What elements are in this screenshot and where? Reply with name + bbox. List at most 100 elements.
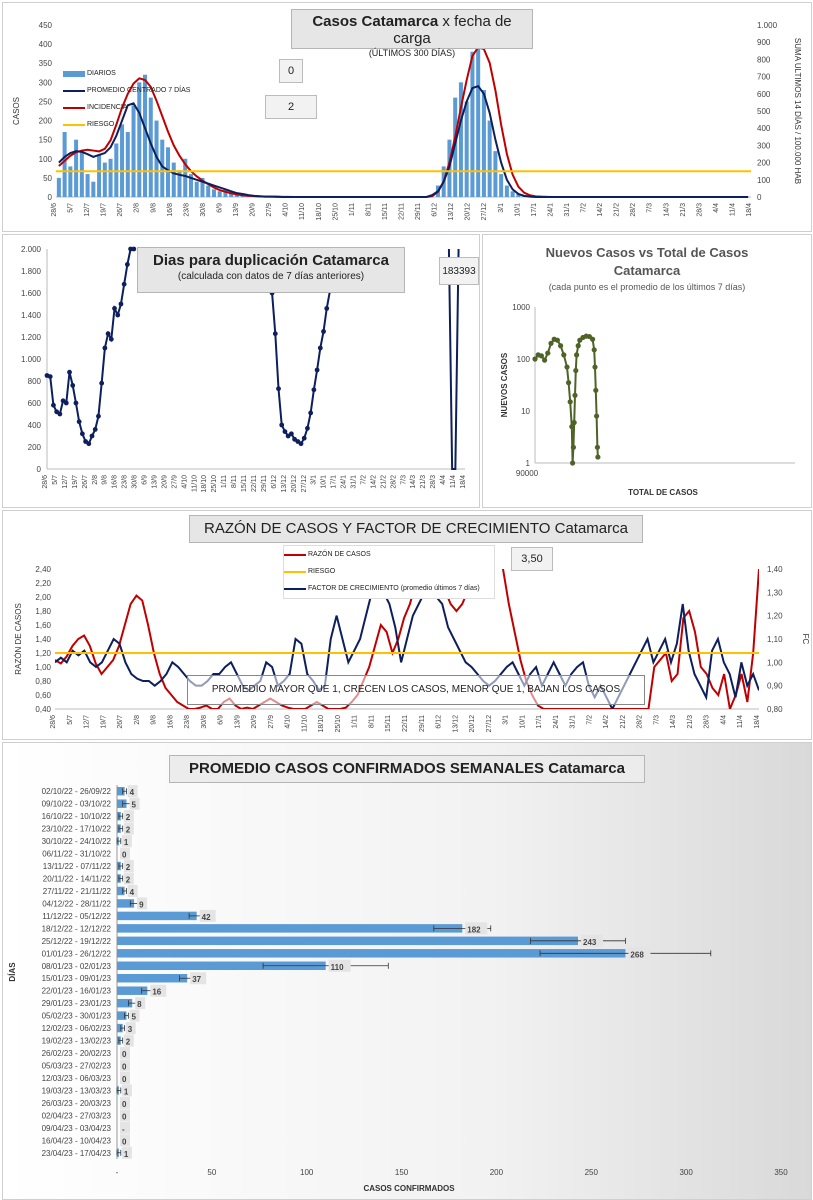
category-label: 16/10/22 - 10/10/22 <box>42 812 112 821</box>
x-tick-label: 7/2 <box>586 715 593 725</box>
doubling-point <box>282 429 288 434</box>
y-tick-label: 1.600 <box>21 289 42 298</box>
x-tick-label: 6/12 <box>436 715 443 729</box>
x-tick-label: 18/4 <box>460 475 467 489</box>
doubling-point <box>70 383 76 388</box>
weekly-bar <box>117 1023 123 1033</box>
doubling-point <box>305 425 310 431</box>
ratio-growth-legend: RAZÓN DE CASOS RIESGO FACTOR DE CRECIMIE… <box>283 545 495 599</box>
y2-axis-title: SUMA ULTIMOS 14 DÍAS / 100.000 HAB <box>793 38 802 184</box>
x-tick-label: 20/9 <box>251 715 258 729</box>
doubling-point <box>301 435 307 441</box>
legend-swatch-promedio <box>63 89 85 92</box>
x-tick-label: 3/1 <box>498 203 505 213</box>
x-tick-label: 13/12 <box>281 475 288 493</box>
scatter-point <box>575 343 581 349</box>
y-tick-label: 2.000 <box>21 245 42 254</box>
x-tick-label: 24/1 <box>553 715 560 729</box>
y-axis-title: NUEVOS CASOS <box>500 352 509 417</box>
x-tick-label: 9/8 <box>150 203 157 213</box>
x-tick-label: 31/1 <box>570 715 577 729</box>
y2-tick-label: 500 <box>757 107 771 116</box>
x-tick-label: 10/1 <box>519 715 526 729</box>
scatter-point <box>570 460 576 466</box>
legend-swatch-razon <box>284 553 306 556</box>
data-label: 37 <box>192 975 201 984</box>
x-tick-label: 17/1 <box>536 715 543 729</box>
scatter-point <box>594 444 600 450</box>
category-label: 09/10/22 - 03/10/22 <box>42 800 112 809</box>
x-tick-label: 11/10 <box>301 715 308 732</box>
doubling-point <box>276 386 281 392</box>
x-tick-label: 1/11 <box>352 715 359 728</box>
data-label: 2 <box>126 813 131 822</box>
daily-bar <box>211 189 216 197</box>
x-tick-label: 4/4 <box>713 203 720 213</box>
x-tick-label: 5/7 <box>67 715 74 725</box>
data-label-bg <box>125 1022 136 1035</box>
category-label: 29/01/23 - 23/01/23 <box>42 999 112 1008</box>
value-box-2: 2 <box>265 95 317 119</box>
x-tick-label: 15/11 <box>385 715 392 732</box>
x-tick-label: 14/3 <box>410 475 417 489</box>
new-vs-total-title-2: Catamarca <box>613 263 681 278</box>
doubling-point <box>96 413 101 419</box>
daily-bar <box>137 82 142 197</box>
x-tick-label: 14/2 <box>603 715 610 729</box>
data-label-bg <box>465 922 488 935</box>
y-tick-label: 100 <box>517 355 531 364</box>
daily-bar <box>97 154 102 197</box>
x-tick-label: 25/10 <box>332 203 339 221</box>
x-tick-label: 27/9 <box>266 203 273 217</box>
daily-cases-title-box: Casos Catamarca x fecha de carga (ÚLTIMO… <box>291 9 533 58</box>
category-label: 11/12/22 - 05/12/22 <box>42 912 111 921</box>
doubling-point <box>63 400 69 406</box>
x-tick-label: 28/2 <box>637 715 644 729</box>
y-tick-label: 400 <box>28 421 42 430</box>
data-label: 268 <box>630 950 644 959</box>
data-label: 42 <box>202 913 211 922</box>
x-tick-label: 25/10 <box>335 715 342 733</box>
doubling-point <box>99 380 105 386</box>
x-tick-label: 28/3 <box>430 475 437 489</box>
data-label: 110 <box>331 963 344 972</box>
y-tick-label: 200 <box>28 443 42 452</box>
daily-bar <box>56 177 61 197</box>
scatter-point <box>545 350 551 356</box>
doubling-point <box>124 262 130 267</box>
weekly-average-title: PROMEDIO CASOS CONFIRMADOS SEMANALES Cat… <box>189 760 625 777</box>
doubling-line-3 <box>447 248 460 470</box>
x-tick-label: 27/12 <box>301 475 308 493</box>
category-label: 19/02/23 - 13/02/23 <box>42 1037 112 1046</box>
doubling-point <box>118 301 124 307</box>
doubling-panel: 0 200 400 600 800 1.000 1.200 1.400 1.600 1.800 2.… <box>2 234 480 508</box>
x-tick-label: 7/3 <box>653 715 660 725</box>
daily-bar <box>458 82 463 197</box>
x-tick-label: 23/8 <box>183 203 190 217</box>
x-tick-label: 19/7 <box>72 475 79 489</box>
data-label: 4 <box>130 888 135 897</box>
x-tick-label: 8/11 <box>368 715 375 728</box>
daily-bar <box>217 191 222 197</box>
category-label: 26/03/23 - 20/03/23 <box>42 1099 112 1108</box>
category-label: 30/10/22 - 24/10/22 <box>42 837 112 846</box>
x-tick-label: 5/7 <box>52 475 59 485</box>
x-tick-label: 28/6 <box>51 203 58 217</box>
legend-label-incidencia: INCIDENCIA <box>87 104 128 111</box>
y-tick-label: 1000 <box>512 303 530 312</box>
y-axis-title: CASOS <box>12 97 21 125</box>
weekly-bar <box>117 986 148 995</box>
x-tick-label: 100 <box>300 1168 314 1177</box>
x-tick-label: 20/12 <box>465 203 472 221</box>
category-label: 08/01/23 - 02/01/23 <box>42 962 112 971</box>
legend-label-riesgo: RIESGO <box>87 121 115 128</box>
daily-bar <box>493 151 498 197</box>
x-tick-label: 22/11 <box>251 475 258 492</box>
x-tick-label: 29/11 <box>419 715 426 732</box>
data-label: 2 <box>126 826 131 835</box>
x-tick-label: 5/7 <box>68 203 75 213</box>
data-label-bg <box>120 1109 130 1122</box>
x-tick-label: 30/8 <box>201 715 208 729</box>
daily-bar <box>188 174 193 197</box>
ratio-growth-title: RAZÓN DE CASOS Y FACTOR DE CRECIMIENTO C… <box>204 520 628 537</box>
